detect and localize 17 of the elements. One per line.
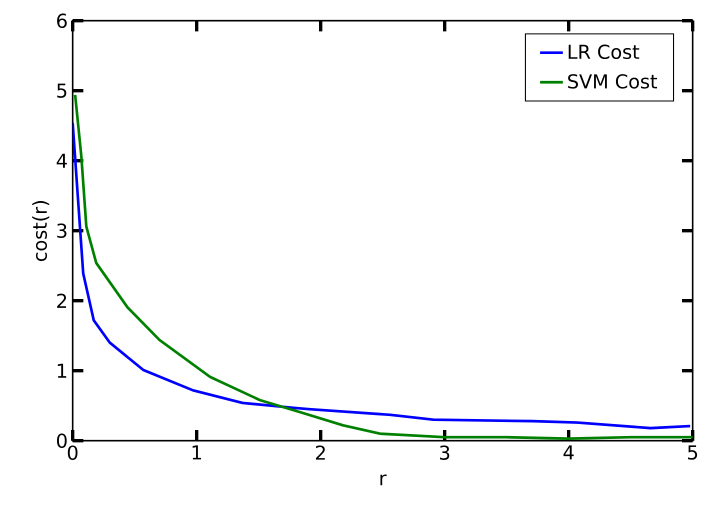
- x-tick-label: 4: [563, 445, 574, 460]
- x-tick-label: 5: [688, 445, 698, 460]
- y-tick-label: 5: [57, 84, 66, 98]
- x-tick-label: 1: [192, 445, 201, 460]
- x-axis-title: r: [380, 474, 387, 486]
- y-tick-label: 6: [57, 13, 67, 28]
- y-tick-label: 2: [57, 294, 66, 308]
- y-tick-label: 1: [58, 364, 66, 378]
- x-tick-label: 3: [440, 445, 450, 460]
- x-tick-label: 0: [68, 445, 78, 460]
- y-tick-label: 3: [57, 223, 66, 238]
- x-tick-label: 2: [316, 445, 325, 460]
- y-tick-label: 4: [56, 154, 67, 168]
- y-tick-label: 0: [57, 433, 67, 448]
- y-axis-title: cost(r): [32, 201, 50, 262]
- legend-label: LR Cost: [568, 44, 640, 60]
- legend-label: SVM Cost: [568, 74, 658, 89]
